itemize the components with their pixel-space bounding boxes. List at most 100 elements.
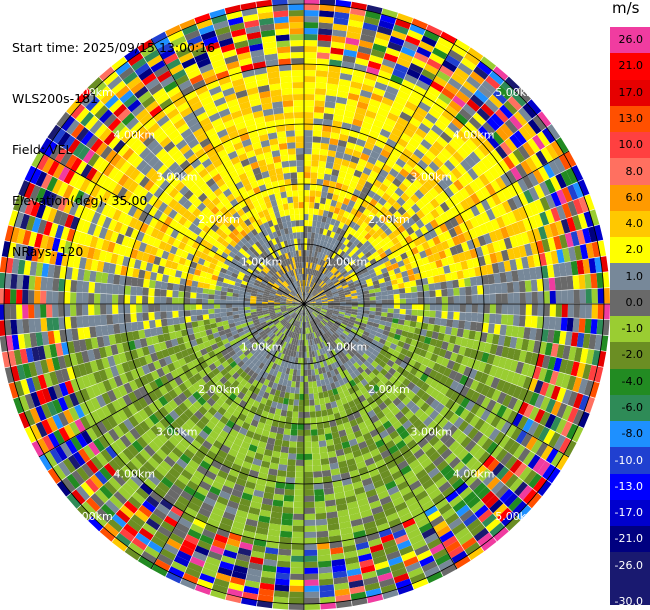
velocity-gate <box>4 304 11 320</box>
velocity-gate <box>251 379 259 388</box>
velocity-gate <box>309 300 316 303</box>
velocity-gate <box>309 300 316 303</box>
velocity-gate <box>484 98 499 113</box>
velocity-gate <box>372 453 383 463</box>
velocity-gate <box>139 420 151 433</box>
velocity-gate <box>34 304 41 319</box>
velocity-gate <box>495 293 502 304</box>
velocity-gate <box>590 273 598 289</box>
velocity-gate <box>80 481 95 497</box>
velocity-gate <box>554 317 562 331</box>
velocity-gate <box>305 309 308 316</box>
velocity-gate <box>292 305 299 309</box>
velocity-gate <box>483 233 493 245</box>
velocity-gate <box>374 346 382 353</box>
velocity-gate <box>325 383 332 391</box>
velocity-gate <box>112 314 119 325</box>
velocity-gate <box>207 550 223 561</box>
velocity-gate <box>333 308 340 312</box>
velocity-gate <box>243 340 251 347</box>
velocity-gate <box>103 481 118 495</box>
velocity-gate <box>257 421 266 430</box>
velocity-gate <box>134 452 147 466</box>
velocity-gate <box>183 485 196 497</box>
velocity-gate <box>142 279 150 288</box>
velocity-gate <box>413 433 425 444</box>
velocity-gate <box>85 459 99 474</box>
velocity-gate <box>379 251 387 259</box>
velocity-gate <box>92 512 108 527</box>
velocity-gate <box>533 184 545 199</box>
velocity-gate <box>463 250 472 261</box>
velocity-gate <box>340 216 348 224</box>
velocity-gate <box>304 447 312 454</box>
velocity-gate <box>340 472 351 480</box>
velocity-gate <box>424 462 437 474</box>
velocity-gate <box>334 246 340 254</box>
velocity-gate <box>279 346 285 354</box>
velocity-gate <box>274 364 281 372</box>
velocity-gate <box>399 309 406 315</box>
velocity-gate <box>304 76 316 83</box>
velocity-gate <box>271 450 281 459</box>
velocity-gate <box>566 167 578 184</box>
velocity-gate <box>219 415 229 425</box>
velocity-gate <box>166 538 182 550</box>
velocity-gate <box>341 282 348 287</box>
velocity-gate <box>455 202 465 214</box>
velocity-gate <box>173 324 181 332</box>
velocity-gate <box>528 406 540 421</box>
velocity-gate <box>513 292 520 304</box>
velocity-gate <box>323 481 334 489</box>
velocity-gate <box>58 382 69 397</box>
velocity-gate <box>290 573 304 580</box>
velocity-gate <box>473 527 489 542</box>
velocity-gate <box>366 463 378 472</box>
velocity-gate <box>304 280 307 287</box>
velocity-gate <box>250 328 258 334</box>
velocity-gate <box>348 579 364 589</box>
velocity-gate <box>348 86 361 96</box>
velocity-gate <box>283 313 289 318</box>
velocity-gate <box>300 321 303 328</box>
velocity-gate <box>430 399 440 410</box>
velocity-gate <box>319 10 335 18</box>
velocity-gate <box>313 208 319 216</box>
velocity-gate <box>245 481 256 490</box>
velocity-gate <box>260 503 273 512</box>
velocity-gate <box>535 150 548 166</box>
velocity-gate <box>357 261 365 268</box>
velocity-gate <box>488 428 501 442</box>
velocity-gate <box>178 382 188 393</box>
velocity-gate <box>543 224 554 239</box>
velocity-gate <box>305 309 308 316</box>
velocity-gate <box>220 368 229 377</box>
velocity-gate <box>281 327 287 334</box>
velocity-gate <box>22 363 32 379</box>
velocity-gate <box>311 351 316 358</box>
velocity-gate <box>477 361 487 373</box>
velocity-gate <box>280 372 286 380</box>
velocity-gate <box>334 354 340 362</box>
velocity-gate <box>435 296 442 304</box>
velocity-gate <box>238 313 246 318</box>
velocity-gate <box>416 258 424 267</box>
velocity-gate <box>420 205 430 216</box>
velocity-gate <box>333 332 340 338</box>
velocity-gate <box>382 123 394 133</box>
velocity-gate <box>378 278 386 284</box>
velocity-gate <box>561 405 573 421</box>
velocity-gate <box>347 574 363 583</box>
velocity-gate <box>416 549 432 562</box>
velocity-gate <box>333 437 342 445</box>
velocity-gate <box>329 395 336 403</box>
velocity-gate <box>429 304 436 311</box>
velocity-gate <box>215 285 222 291</box>
velocity-gate <box>234 559 250 569</box>
velocity-gate <box>243 374 252 382</box>
velocity-gate <box>372 279 380 286</box>
velocity-gate <box>142 295 149 304</box>
velocity-gate <box>291 417 298 424</box>
velocity-gate <box>322 415 329 423</box>
velocity-gate <box>350 155 360 164</box>
